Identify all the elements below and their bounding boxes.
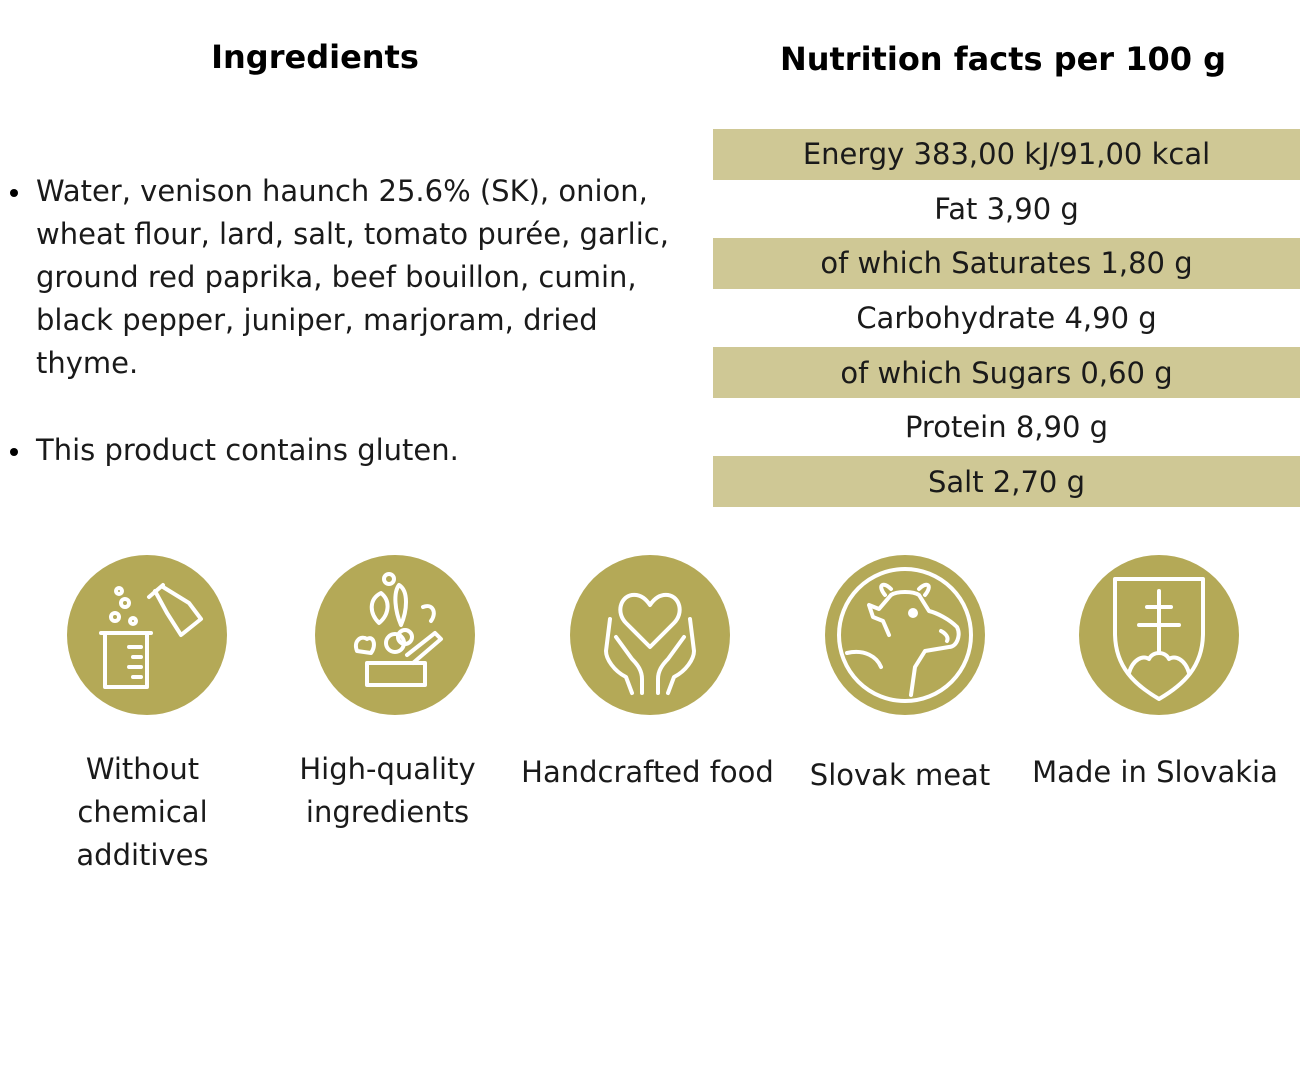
nutrition-row-fat: Fat 3,90 g <box>934 191 1079 226</box>
slovak-shield-icon <box>1113 577 1205 701</box>
cow-icon <box>837 567 973 703</box>
nutrition-row-carbohydrate: Carbohydrate 4,90 g <box>856 301 1157 336</box>
badge-label-slovak-meat: Slovak meat <box>809 758 991 792</box>
badge-label-handcrafted: Handcrafted food <box>521 755 774 789</box>
nutrition-row-sugars: of which Sugars 0,60 g <box>713 347 1300 399</box>
ingredients-item: Water, venison haunch 25.6% (SK), onion,… <box>8 170 688 385</box>
nutrition-row-salt: Salt 2,70 g <box>713 456 1300 508</box>
badge-quality-ingredients <box>315 555 475 715</box>
vegetables-icon <box>354 572 443 687</box>
badge-no-chemicals <box>67 555 227 715</box>
nutrition-row-protein: Protein 8,90 g <box>904 410 1109 445</box>
heart-hands-icon <box>604 592 696 695</box>
nutrition-row-energy: Energy 383,00 kJ/91,00 kcal <box>713 128 1300 180</box>
nutrition-title: Nutrition facts per 100 g <box>779 40 1227 78</box>
ingredients-title: Ingredients <box>211 38 419 76</box>
badge-handcrafted <box>570 555 730 715</box>
lab-flask-icon <box>99 583 203 689</box>
nutrition-table: Energy 383,00 kJ/91,00 kcal Fat 3,90 g o… <box>713 127 1300 509</box>
nutrition-row-saturates: of which Saturates 1,80 g <box>713 237 1300 289</box>
badge-label-no-chemicals: Without chemical additives <box>76 752 209 872</box>
badge-label-quality-ingredients: High-quality ingredients <box>299 752 476 829</box>
ingredients-list: Water, venison haunch 25.6% (SK), onion,… <box>8 170 688 472</box>
badge-slovak-meat <box>825 555 985 715</box>
badge-label-made-in-slovakia: Made in Slovakia <box>1032 755 1278 789</box>
badge-made-in-slovakia <box>1079 555 1239 715</box>
allergen-note: This product contains gluten. <box>8 429 688 472</box>
